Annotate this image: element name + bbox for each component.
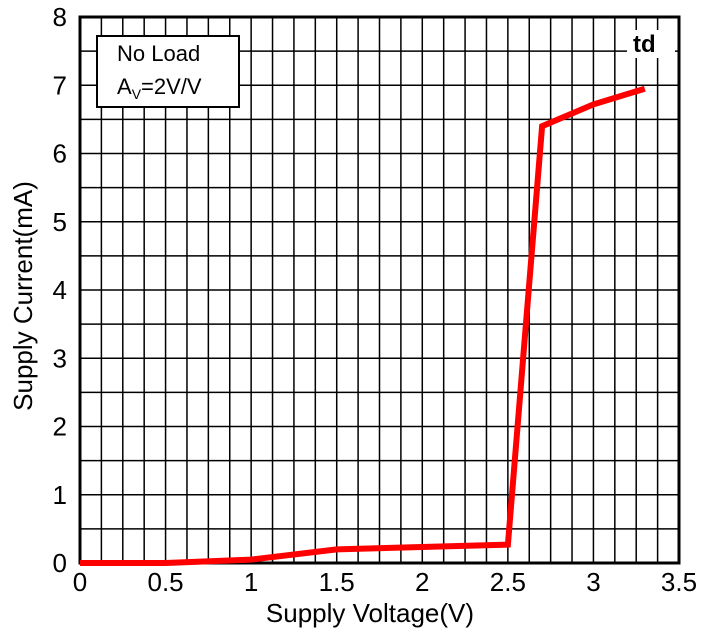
corner-label-bg (627, 30, 675, 58)
annotation-condition: No Load (117, 41, 200, 66)
x-tick-label: 2.5 (490, 567, 526, 597)
annotation-gain: AV=2V/V (117, 74, 202, 102)
annotation-gain-prefix: A (117, 74, 132, 99)
y-tick-label: 5 (53, 207, 67, 237)
x-tick-labels: 0 0.5 1 1.5 2 2.5 3 3.5 (73, 567, 697, 597)
y-tick-label: 3 (53, 343, 67, 373)
y-tick-label: 8 (53, 2, 67, 32)
y-tick-labels: 0 1 2 3 4 5 6 7 8 (53, 2, 67, 578)
y-tick-label: 2 (53, 412, 67, 442)
y-tick-label: 7 (53, 70, 67, 100)
annotation-box (96, 35, 240, 108)
annotation-gain-subscript: V (132, 86, 142, 102)
y-axis-title: Supply Current(mA) (8, 181, 38, 411)
y-tick-label: 6 (53, 139, 67, 169)
x-tick-label: 2 (415, 567, 429, 597)
y-tick-label: 1 (53, 480, 67, 510)
x-axis-title: Supply Voltage(V) (266, 598, 474, 628)
annotation-gain-suffix: =2V/V (141, 74, 202, 99)
corner-label: td (633, 31, 656, 58)
x-tick-label: 1 (244, 567, 258, 597)
x-tick-label: 0 (73, 567, 87, 597)
series-line (80, 85, 646, 566)
x-tick-label: 0.5 (147, 567, 183, 597)
x-tick-label: 1.5 (319, 567, 355, 597)
plot-frame (78, 15, 681, 565)
x-tick-label: 3 (586, 567, 600, 597)
series-layer (80, 85, 646, 566)
x-tick-label: 3.5 (661, 567, 697, 597)
y-tick-label: 4 (53, 275, 67, 305)
y-tick-label: 0 (53, 548, 67, 578)
